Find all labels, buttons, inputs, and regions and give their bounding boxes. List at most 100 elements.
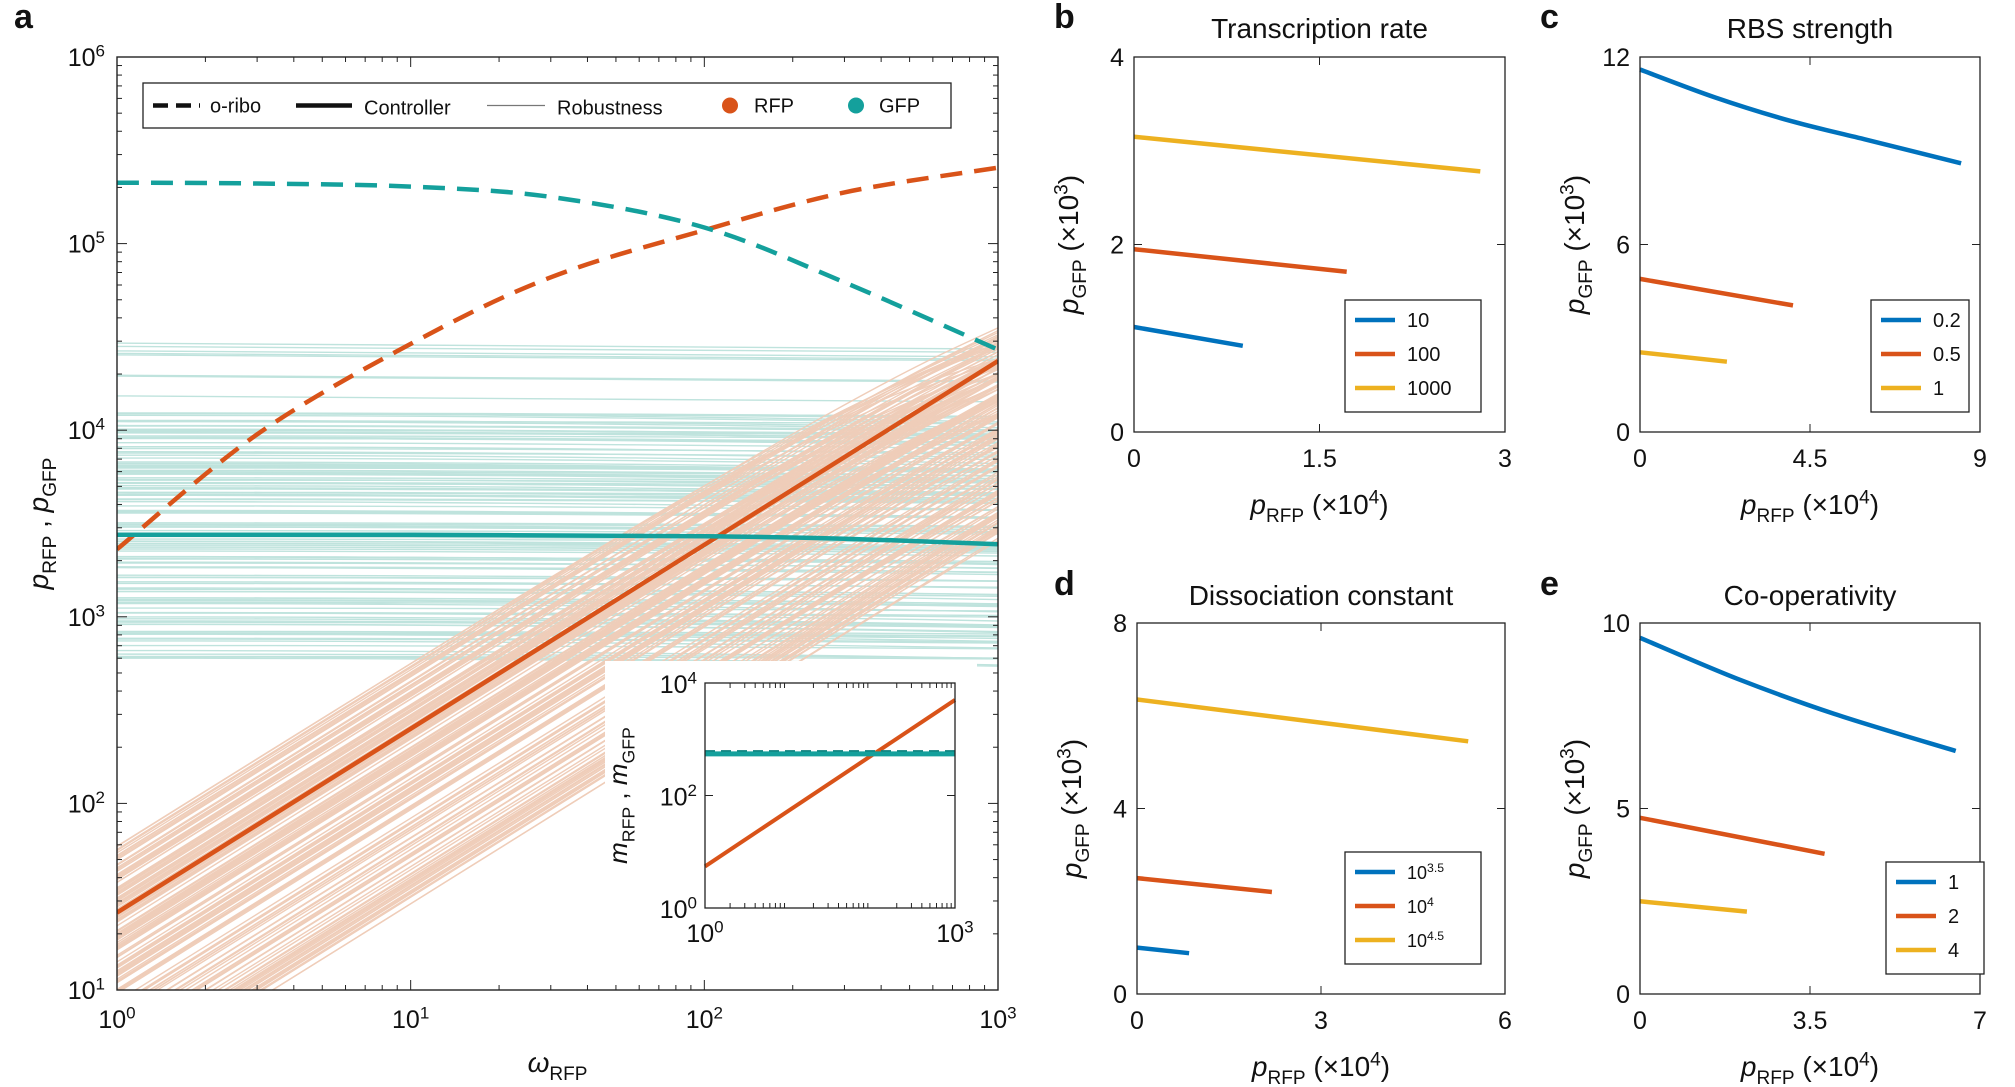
series-e-blue xyxy=(1639,635,1957,754)
gfp-robustness-line xyxy=(117,556,998,566)
x-axis-label-part: 4 xyxy=(1369,487,1380,508)
gfp-robustness-line xyxy=(117,354,998,362)
y-tick-label: 106 xyxy=(68,42,105,73)
legend-label: 100 xyxy=(1407,344,1440,366)
legend-label: 4 xyxy=(1948,940,1959,962)
x-axis-label: pRFP (×104) xyxy=(1249,487,1388,526)
panel-title: Co-operativity xyxy=(1724,580,1897,611)
inset-x-tick-label-part: 10 xyxy=(686,920,714,948)
inset-background xyxy=(605,661,977,951)
rfp-robustness-line xyxy=(117,430,998,973)
y-axis-label: pGFP (×103) xyxy=(1557,739,1596,879)
y-axis-label-part: ) xyxy=(1053,175,1084,184)
gfp-robustness-line xyxy=(117,493,998,503)
inset-y-tick-label: 102 xyxy=(660,781,697,812)
rfp-robustness-line xyxy=(117,407,998,950)
x-axis-label-part: p xyxy=(1740,489,1757,520)
x-axis-label-part: 4 xyxy=(1859,487,1870,508)
legend-label: 10 xyxy=(1407,310,1429,332)
y-tick-label: 0 xyxy=(1110,419,1124,447)
y-tick-label: 0 xyxy=(1616,419,1630,447)
x-axis-label-part: 4 xyxy=(1859,1049,1870,1070)
gfp-robustness-line xyxy=(117,509,998,518)
rfp-robustness-line xyxy=(117,395,998,927)
x-tick-label-part: 3 xyxy=(1007,1004,1016,1023)
rfp-robustness-line xyxy=(117,401,998,939)
y-tick-label: 104 xyxy=(68,415,105,446)
rfp-robustness-line xyxy=(148,466,998,990)
rfp-robustness-line xyxy=(238,519,998,990)
y-tick-label: 103 xyxy=(68,601,105,632)
series-c-blue xyxy=(1639,67,1962,166)
rfp-robustness-line xyxy=(117,413,998,958)
gfp-robustness-line xyxy=(117,597,998,605)
x-tick-label: 0 xyxy=(1633,445,1647,473)
y-axis-label: pGFP (×103) xyxy=(1054,739,1093,879)
rfp-robustness-line xyxy=(117,446,998,982)
gfp-robustness-line xyxy=(117,345,998,353)
gfp-robustness-line xyxy=(117,590,998,601)
x-tick-label-part: 10 xyxy=(979,1006,1007,1034)
x-axis-label-part: ω xyxy=(528,1047,550,1078)
y-tick-label: 0 xyxy=(1616,981,1630,1009)
x-axis-label: ωRFP xyxy=(528,1047,588,1085)
rfp-robustness-line xyxy=(271,537,998,990)
legend-a: o-ribo Controller Robustness RFP GFP xyxy=(142,82,952,129)
y-tick-label: 12 xyxy=(1602,44,1630,72)
inset-y-axis-label: mRFP , mGFP xyxy=(603,727,638,864)
y-tick-label-part: 10 xyxy=(68,604,96,632)
inset-x-tick-label-part: 3 xyxy=(964,918,973,937)
legend-label-part: 10 xyxy=(1407,931,1427,951)
rfp-robustness-line xyxy=(117,375,998,917)
legend-box xyxy=(142,82,952,129)
series-d-yellow xyxy=(1136,697,1469,744)
panel-letter-a: a xyxy=(14,0,34,36)
y-tick-label: 10 xyxy=(1602,610,1630,638)
rfp-robustness-line xyxy=(190,492,998,990)
rfp-robustness-line xyxy=(117,358,998,847)
y-axis-label-part: ) xyxy=(1559,175,1590,184)
y-tick-label: 102 xyxy=(68,788,105,819)
rfp-robustness-line xyxy=(117,373,998,894)
rfp-robustness-line xyxy=(203,500,998,990)
x-tick-label-part: 0 xyxy=(126,1004,135,1023)
legend-label: 104.5 xyxy=(1407,929,1444,951)
x-axis-label-part: p xyxy=(1249,489,1266,520)
inset-y-axis-label-part: GFP xyxy=(618,727,638,763)
gfp-robustness-line xyxy=(117,526,998,534)
series-d-red xyxy=(1136,875,1273,895)
y-tick-label: 0 xyxy=(1113,981,1127,1009)
x-axis-label-part: RFP xyxy=(1756,1068,1794,1087)
rfp-robustness-line xyxy=(117,358,998,895)
y-axis-label: pGFP (×103) xyxy=(1557,175,1596,315)
y-axis-label-part: 3 xyxy=(1051,184,1072,195)
rfp-robustness-line xyxy=(117,395,998,936)
legend-label: 2 xyxy=(1948,906,1959,928)
y-axis-label-part: p xyxy=(23,574,54,591)
rfp-robustness-line xyxy=(117,394,998,932)
rfp-robustness-line xyxy=(255,529,998,990)
y-tick-label: 4 xyxy=(1113,796,1127,824)
y-axis-label-part: p xyxy=(1056,863,1087,880)
rfp-robustness-line xyxy=(178,482,998,990)
legend-label-rfp: RFP xyxy=(754,96,794,118)
rfp-robustness-line xyxy=(117,395,998,933)
inset-y-axis-label-part: m xyxy=(603,763,633,785)
y-axis-label-part: ) xyxy=(1559,739,1590,748)
rfp-robustness-line xyxy=(194,493,998,990)
panel-title: Dissociation constant xyxy=(1189,580,1454,611)
legend-e: 1 2 4 xyxy=(1885,861,1985,975)
x-axis-label-part: (×10 xyxy=(1795,1051,1860,1082)
y-axis-label-part: GFP xyxy=(1576,259,1597,298)
y-axis-label-part: RFP xyxy=(40,536,61,574)
rfp-robustness-line xyxy=(236,516,998,990)
series-e-yellow xyxy=(1639,899,1748,914)
rfp-robustness-line xyxy=(117,344,998,872)
x-axis-label-part: RFP xyxy=(1266,506,1304,527)
x-tick-label: 103 xyxy=(979,1004,1016,1035)
inset-y-tick-label-part: 2 xyxy=(688,781,697,800)
x-tick-label-part: 1 xyxy=(420,1004,429,1023)
series-rfp-controller xyxy=(117,359,998,915)
inset-x-tick-label: 100 xyxy=(686,918,723,949)
rfp-robustness-line xyxy=(117,361,998,899)
